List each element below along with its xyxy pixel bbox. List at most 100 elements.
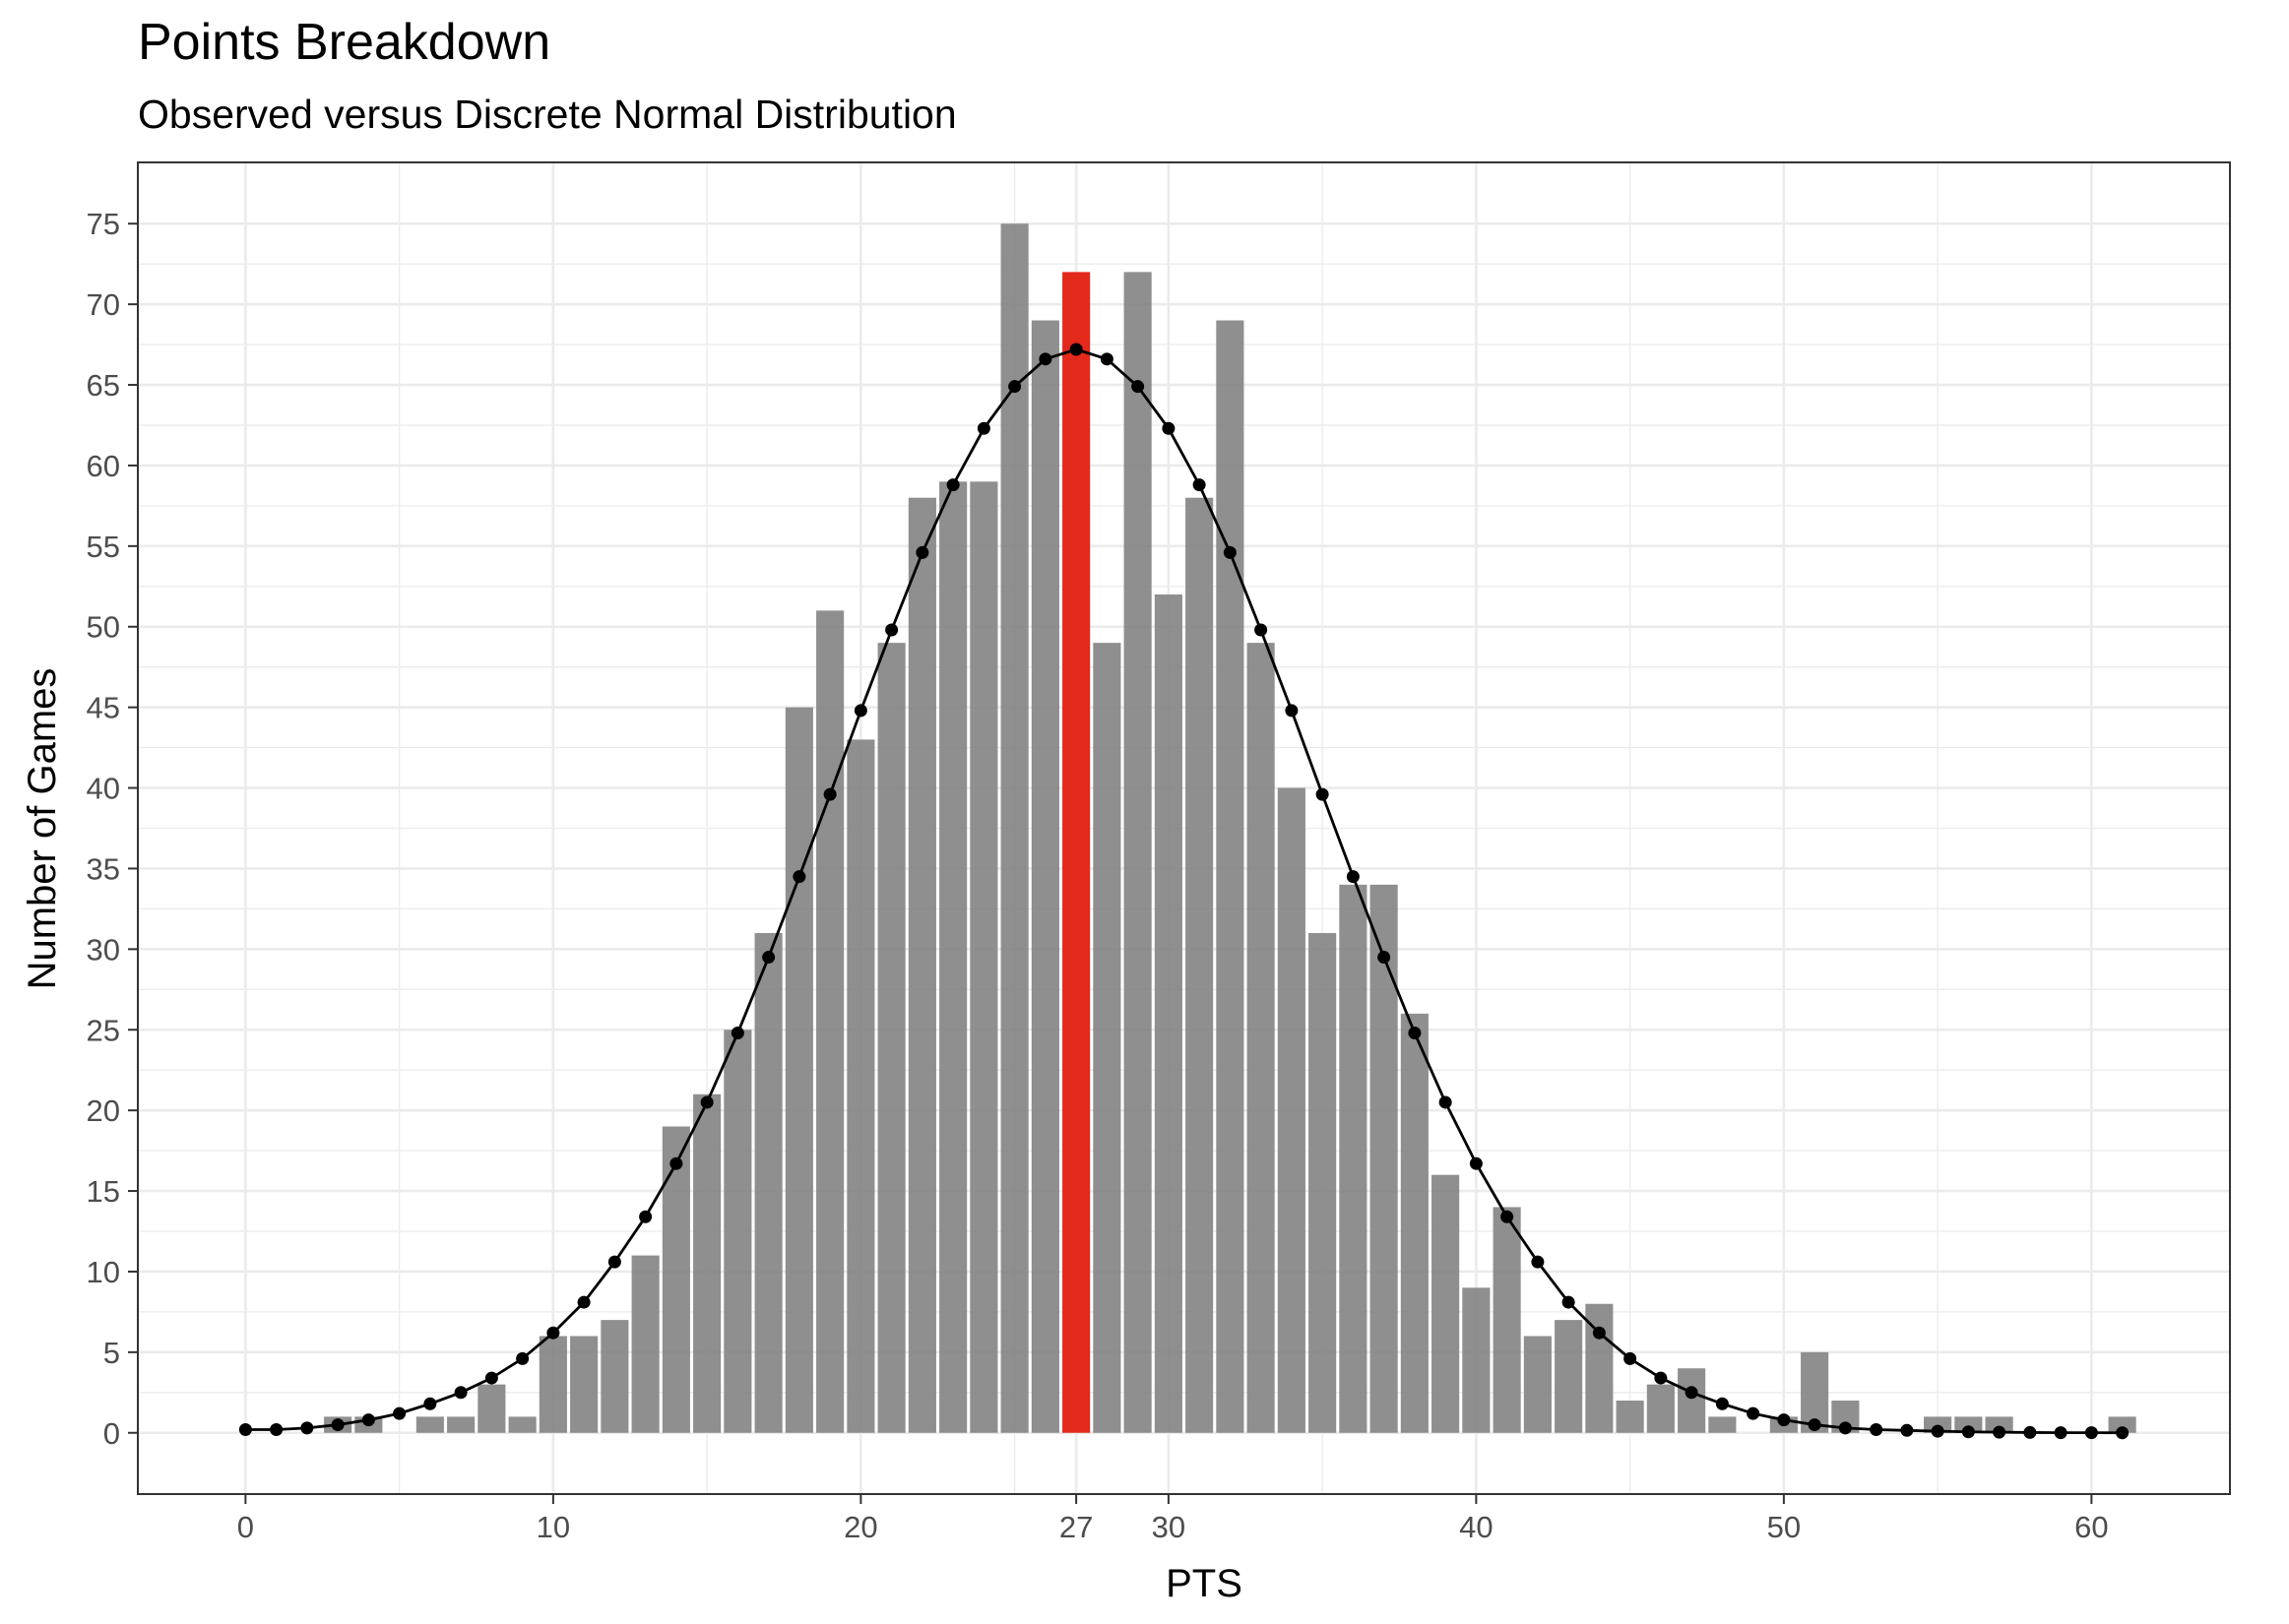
normal-curve-point: [946, 478, 960, 492]
y-tick-label: 55: [87, 530, 120, 564]
chart-subtitle: Observed versus Discrete Normal Distribu…: [138, 92, 957, 137]
x-tick-label: 50: [1767, 1510, 1801, 1544]
x-tick-label: 30: [1152, 1510, 1185, 1544]
y-tick-label: 30: [87, 932, 120, 967]
normal-curve-point: [1900, 1423, 1914, 1437]
normal-curve-point: [2084, 1426, 2098, 1440]
normal-curve-point: [1500, 1210, 1514, 1223]
bar: [570, 1336, 599, 1433]
y-tick-label: 25: [87, 1013, 120, 1047]
normal-curve-point: [1408, 1027, 1422, 1040]
normal-curve-point: [2054, 1426, 2067, 1440]
normal-curve-point: [1285, 704, 1299, 718]
bar: [1616, 1400, 1644, 1433]
normal-curve-point: [238, 1422, 252, 1436]
bar: [601, 1320, 629, 1433]
bar: [1093, 643, 1121, 1433]
bar: [447, 1416, 476, 1433]
normal-curve-point: [300, 1421, 314, 1435]
normal-curve-point: [1592, 1326, 1606, 1340]
normal-curve-point: [1561, 1295, 1575, 1309]
x-tick-label: 20: [844, 1510, 877, 1544]
normal-curve-point: [1069, 343, 1083, 356]
y-tick-label: 0: [103, 1416, 120, 1451]
bar: [1185, 497, 1214, 1433]
normal-curve-point: [854, 704, 867, 718]
y-tick-label: 65: [87, 368, 120, 403]
normal-curve-point: [1377, 951, 1391, 965]
bar: [2108, 1416, 2136, 1433]
highlight-bar: [1062, 272, 1091, 1433]
normal-curve-point: [270, 1422, 284, 1436]
normal-curve-point: [577, 1295, 591, 1309]
x-tick-label: 40: [1459, 1510, 1493, 1544]
normal-curve-point: [1808, 1418, 1821, 1432]
bar: [693, 1093, 722, 1433]
bar: [1246, 643, 1275, 1433]
normal-curve-point: [1685, 1386, 1698, 1400]
bar: [1031, 320, 1059, 1433]
normal-curve-point: [516, 1351, 530, 1365]
bar: [1646, 1384, 1675, 1433]
x-axis-title: PTS: [1166, 1562, 1242, 1605]
normal-curve-point: [331, 1418, 345, 1432]
x-tick-label: 10: [537, 1510, 570, 1544]
normal-curve-point: [1777, 1413, 1791, 1427]
normal-curve-point: [1531, 1255, 1545, 1269]
y-tick-label: 45: [87, 691, 120, 725]
x-tick-label: 0: [237, 1510, 254, 1544]
bar: [908, 497, 936, 1433]
y-tick-label: 5: [103, 1336, 120, 1370]
bar: [1216, 320, 1244, 1433]
chart-title: Points Breakdown: [138, 14, 550, 71]
bar: [970, 481, 998, 1433]
normal-curve-point: [607, 1255, 621, 1269]
x-tick-label: 60: [2074, 1510, 2108, 1544]
normal-curve-point: [1654, 1371, 1668, 1385]
normal-curve-point: [639, 1210, 653, 1223]
y-tick-label: 50: [87, 610, 120, 645]
bar: [1369, 884, 1398, 1433]
bar: [1555, 1320, 1583, 1433]
bar: [754, 932, 783, 1433]
normal-curve-point: [1715, 1397, 1729, 1410]
bar: [508, 1416, 537, 1433]
bar: [785, 707, 813, 1433]
bar: [1400, 1013, 1429, 1433]
normal-curve-point: [1100, 352, 1113, 366]
bar: [939, 481, 968, 1433]
normal-curve-point: [546, 1326, 560, 1340]
bar: [1678, 1368, 1706, 1433]
normal-curve-point: [1931, 1424, 1944, 1438]
normal-curve-point: [2116, 1426, 2130, 1440]
bar: [1708, 1416, 1737, 1433]
bar: [477, 1384, 506, 1433]
normal-curve-point: [1162, 421, 1176, 435]
bar: [847, 739, 875, 1433]
normal-curve-point: [1747, 1406, 1760, 1420]
bar: [877, 643, 906, 1433]
bar: [1154, 593, 1182, 1433]
x-tick-label: 27: [1059, 1510, 1093, 1544]
bar: [631, 1255, 660, 1433]
normal-curve-point: [1469, 1156, 1483, 1170]
bar: [1493, 1207, 1521, 1433]
normal-curve-point: [361, 1413, 375, 1427]
bar: [1000, 223, 1029, 1433]
bar: [1523, 1336, 1552, 1433]
normal-curve-point: [1993, 1425, 2006, 1439]
y-tick-label: 40: [87, 772, 120, 806]
bar: [1954, 1416, 1983, 1433]
normal-curve-point: [1008, 380, 1022, 394]
y-tick-label: 70: [87, 287, 120, 322]
bar: [724, 1030, 752, 1433]
normal-curve-point: [977, 421, 990, 435]
y-tick-label: 35: [87, 851, 120, 886]
normal-curve-point: [1838, 1421, 1852, 1435]
bar: [662, 1126, 690, 1433]
y-tick-label: 60: [87, 449, 120, 483]
normal-curve-point: [1254, 623, 1268, 637]
bar: [415, 1416, 444, 1433]
normal-curve-point: [731, 1027, 744, 1040]
